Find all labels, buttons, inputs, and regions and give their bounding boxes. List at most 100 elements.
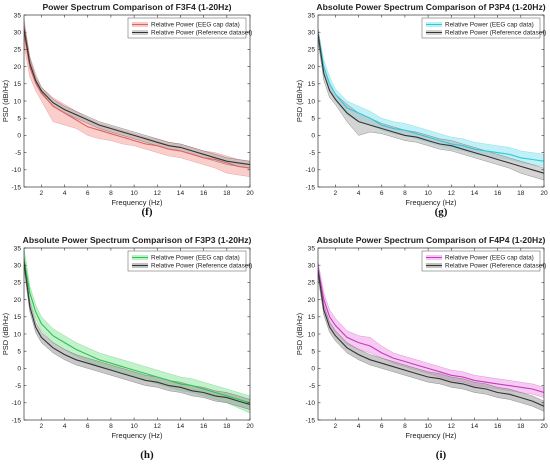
x-tick-label: 20 [540,190,548,197]
y-tick-label: 20 [308,297,316,304]
x-tick-label: 8 [109,423,113,430]
chart-panel-h: Absolute Power Spectrum Comparison of F3… [1,235,254,461]
y-tick-label: 30 [308,30,316,37]
series-line-1 [318,270,544,407]
legend-entry-1: Relative Power (Reference dataset) [445,30,546,37]
plot-data [318,28,544,181]
x-axis-label: Frequency (Hz) [406,198,457,207]
x-tick-label: 8 [403,423,407,430]
x-tick-label: 12 [154,423,162,430]
x-tick-label: 2 [40,190,44,197]
y-tick-label: 0 [17,366,21,373]
x-tick-label: 4 [63,423,67,430]
chart-title: Absolute Power Spectrum Comparison of F3… [23,235,252,245]
series-line-1 [24,28,250,166]
legend: Relative Power (EEG cap data)Relative Po… [127,17,252,39]
chart-panel-i: Absolute Power Spectrum Comparison of F4… [295,235,548,461]
y-tick-label: 0 [17,133,21,140]
y-tick-label: 15 [308,81,316,88]
plot-data [24,18,250,177]
y-tick-label: -15 [305,184,315,191]
panel-caption: (i) [436,449,447,461]
x-tick-label: 10 [424,190,432,197]
x-tick-label: 6 [86,423,90,430]
series-line-1 [24,261,250,406]
x-tick-label: 18 [223,190,231,197]
legend-box [127,17,247,39]
y-tick-label: -5 [15,383,21,390]
legend-entry-0: Relative Power (EEG cap data) [445,255,534,262]
y-tick-label: 10 [14,331,22,338]
series-line-0 [24,32,250,169]
y-axis-label: PSD (dB/Hz) [295,80,304,122]
y-tick-label: 20 [14,64,22,71]
x-tick-label: 14 [177,190,185,197]
x-tick-label: 18 [223,423,231,430]
series-line-0 [24,258,250,404]
y-tick-label: 15 [14,81,22,88]
x-tick-label: 16 [494,423,502,430]
series-band-0 [24,18,250,177]
y-tick-label: 30 [14,30,22,37]
y-tick-label: 30 [308,263,316,270]
legend-entry-1: Relative Power (Reference dataset) [151,263,252,270]
x-tick-label: 10 [130,190,138,197]
y-tick-label: -15 [11,184,21,191]
legend-entry-0: Relative Power (EEG cap data) [151,22,240,29]
x-tick-label: 18 [517,423,525,430]
series-band-1 [24,254,250,410]
chart-title: Absolute Power Spectrum Comparison of P3… [316,2,545,12]
y-tick-label: -10 [11,400,21,407]
x-tick-label: 14 [471,190,479,197]
y-tick-label: 0 [311,366,315,373]
y-tick-label: 10 [308,98,316,105]
panel-caption: (g) [435,206,448,218]
x-tick-label: 12 [448,423,456,430]
chart-title: Absolute Power Spectrum Comparison of F4… [317,235,546,245]
y-tick-label: 35 [14,12,22,19]
x-tick-label: 16 [200,190,208,197]
legend-entry-0: Relative Power (EEG cap data) [151,255,240,262]
y-tick-label: 5 [17,116,21,123]
x-tick-label: 20 [540,423,548,430]
y-tick-label: 10 [14,98,22,105]
x-tick-label: 14 [471,423,479,430]
legend-entry-1: Relative Power (Reference dataset) [445,263,546,270]
x-tick-label: 16 [200,423,208,430]
y-tick-label: 25 [308,47,316,54]
x-tick-label: 8 [109,190,113,197]
legend-box [421,250,541,272]
series-band-0 [24,248,250,414]
chart-panel-f: Power Spectrum Comparison of F3F4 (1-20H… [1,2,254,218]
x-tick-label: 20 [246,190,254,197]
y-tick-label: -5 [15,150,21,157]
panel-caption: (h) [140,449,154,461]
x-tick-label: 18 [517,190,525,197]
series-line-0 [318,35,544,162]
y-tick-label: 35 [308,245,316,252]
series-band-1 [318,28,544,181]
y-axis-label: PSD (dB/Hz) [1,80,10,122]
y-tick-label: 0 [311,133,315,140]
y-tick-label: 25 [308,280,316,287]
y-tick-label: 25 [14,280,22,287]
x-tick-label: 6 [380,190,384,197]
x-tick-label: 6 [86,190,90,197]
y-tick-label: 15 [308,314,316,321]
x-tick-label: 2 [40,423,44,430]
x-tick-label: 10 [424,423,432,430]
y-tick-label: 30 [14,263,22,270]
y-tick-label: 20 [14,297,22,304]
x-tick-label: 14 [177,423,185,430]
y-tick-label: -5 [309,383,315,390]
legend-entry-1: Relative Power (Reference dataset) [151,30,252,37]
chart-title: Power Spectrum Comparison of F3F4 (1-20H… [42,2,231,12]
chart-panel-g: Absolute Power Spectrum Comparison of P3… [295,2,548,218]
x-tick-label: 4 [357,423,361,430]
y-tick-label: -5 [309,150,315,157]
series-line-1 [318,33,544,174]
y-tick-label: 5 [311,116,315,123]
y-tick-label: 35 [308,12,316,19]
plot-data [318,261,544,412]
